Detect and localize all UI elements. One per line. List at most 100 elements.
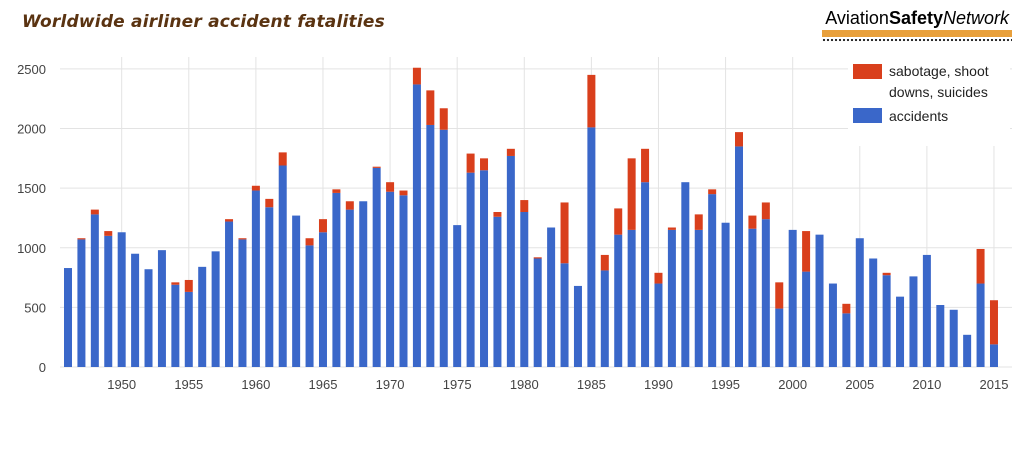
bar-accidents-1947[interactable]: [77, 239, 86, 367]
bar-accidents-2015[interactable]: [989, 344, 998, 367]
bar-accidents-1956[interactable]: [198, 266, 207, 367]
bar-accidents-2004[interactable]: [842, 313, 851, 367]
bar-accidents-1960[interactable]: [251, 190, 260, 367]
bar-sabotage-1980[interactable]: [520, 200, 529, 212]
bar-accidents-1948[interactable]: [90, 214, 99, 367]
bar-sabotage-1979[interactable]: [506, 148, 515, 156]
bar-accidents-1980[interactable]: [520, 212, 529, 367]
bar-sabotage-1976[interactable]: [466, 153, 475, 173]
bar-sabotage-1997[interactable]: [748, 215, 757, 229]
bar-accidents-1986[interactable]: [600, 270, 609, 367]
bar-accidents-1987[interactable]: [614, 234, 623, 367]
bar-accidents-1990[interactable]: [654, 283, 663, 367]
bar-sabotage-1978[interactable]: [493, 212, 502, 217]
bar-sabotage-2014[interactable]: [976, 248, 985, 284]
bar-accidents-1962[interactable]: [278, 165, 287, 368]
bar-accidents-1954[interactable]: [171, 284, 180, 367]
bar-sabotage-1987[interactable]: [614, 208, 623, 235]
bar-accidents-1991[interactable]: [667, 229, 676, 367]
bar-accidents-2006[interactable]: [869, 258, 878, 368]
bar-accidents-1996[interactable]: [735, 146, 743, 367]
bar-sabotage-1969[interactable]: [372, 166, 381, 168]
bar-sabotage-1970[interactable]: [386, 182, 395, 192]
bar-sabotage-1972[interactable]: [412, 67, 421, 85]
bar-sabotage-1985[interactable]: [587, 74, 596, 128]
bar-accidents-2007[interactable]: [882, 275, 891, 367]
bar-sabotage-1954[interactable]: [171, 282, 180, 285]
bar-sabotage-1964[interactable]: [305, 238, 314, 246]
bar-sabotage-1965[interactable]: [318, 219, 327, 233]
bar-accidents-2002[interactable]: [815, 234, 824, 367]
bar-accidents-1985[interactable]: [587, 127, 596, 367]
bar-accidents-1978[interactable]: [493, 216, 502, 367]
bar-accidents-1965[interactable]: [318, 232, 327, 367]
bar-sabotage-1973[interactable]: [426, 90, 435, 125]
bar-accidents-1981[interactable]: [533, 258, 542, 368]
bar-accidents-1976[interactable]: [466, 172, 475, 367]
bar-sabotage-1958[interactable]: [225, 219, 234, 222]
bar-accidents-1951[interactable]: [131, 253, 140, 367]
bar-accidents-1958[interactable]: [225, 221, 234, 367]
bar-accidents-1979[interactable]: [506, 155, 515, 367]
bar-sabotage-1967[interactable]: [345, 201, 354, 210]
bar-accidents-1959[interactable]: [238, 239, 247, 367]
bar-sabotage-1966[interactable]: [332, 189, 341, 193]
bar-accidents-2010[interactable]: [922, 254, 931, 367]
bar-sabotage-1971[interactable]: [399, 190, 408, 196]
bar-accidents-2009[interactable]: [909, 276, 918, 367]
bar-sabotage-1999[interactable]: [775, 282, 784, 309]
bar-accidents-1967[interactable]: [345, 209, 354, 367]
bar-sabotage-1960[interactable]: [251, 185, 260, 191]
bar-accidents-1992[interactable]: [681, 182, 690, 367]
bar-accidents-1946[interactable]: [64, 268, 72, 367]
bar-accidents-1955[interactable]: [184, 291, 193, 367]
bar-sabotage-1998[interactable]: [761, 202, 770, 220]
bar-accidents-1998[interactable]: [761, 219, 770, 367]
bar-accidents-1989[interactable]: [641, 182, 650, 367]
bar-sabotage-2004[interactable]: [842, 303, 851, 314]
bar-accidents-2003[interactable]: [828, 283, 837, 367]
bar-accidents-1974[interactable]: [439, 129, 448, 367]
bar-sabotage-1962[interactable]: [278, 152, 287, 166]
bar-sabotage-1961[interactable]: [265, 198, 274, 208]
bar-sabotage-1955[interactable]: [184, 279, 193, 292]
bar-sabotage-1993[interactable]: [694, 214, 703, 230]
bar-accidents-1953[interactable]: [157, 250, 166, 367]
bar-sabotage-1981[interactable]: [533, 257, 542, 259]
bar-accidents-2005[interactable]: [855, 238, 864, 367]
bar-sabotage-1977[interactable]: [480, 158, 489, 171]
bar-accidents-1982[interactable]: [547, 227, 556, 368]
bar-accidents-1957[interactable]: [211, 251, 220, 367]
bar-accidents-1950[interactable]: [117, 232, 126, 367]
bar-sabotage-1994[interactable]: [708, 189, 717, 195]
bar-accidents-2014[interactable]: [976, 283, 985, 367]
bar-accidents-1952[interactable]: [144, 269, 153, 367]
bar-sabotage-1983[interactable]: [560, 202, 569, 264]
bar-accidents-1997[interactable]: [748, 228, 757, 367]
bar-sabotage-2001[interactable]: [802, 231, 811, 272]
bar-accidents-1999[interactable]: [775, 308, 784, 367]
bar-accidents-1973[interactable]: [426, 124, 435, 367]
bar-sabotage-1996[interactable]: [735, 132, 743, 147]
bar-accidents-2011[interactable]: [936, 305, 945, 367]
bar-accidents-1964[interactable]: [305, 245, 314, 367]
bar-accidents-1984[interactable]: [573, 285, 582, 367]
bar-sabotage-1989[interactable]: [641, 148, 650, 183]
bar-sabotage-2007[interactable]: [882, 272, 891, 276]
bar-accidents-1975[interactable]: [453, 225, 462, 367]
bar-accidents-1970[interactable]: [386, 191, 395, 367]
bar-sabotage-1991[interactable]: [667, 227, 676, 230]
bar-sabotage-2015[interactable]: [989, 300, 998, 345]
bar-accidents-2001[interactable]: [802, 271, 811, 367]
bar-accidents-1969[interactable]: [372, 167, 381, 367]
bar-accidents-1971[interactable]: [399, 195, 408, 367]
bar-sabotage-1948[interactable]: [90, 209, 99, 215]
bar-accidents-1977[interactable]: [480, 170, 489, 367]
bar-accidents-1966[interactable]: [332, 192, 341, 367]
bar-sabotage-1959[interactable]: [238, 238, 247, 240]
bar-accidents-1961[interactable]: [265, 207, 274, 367]
bar-accidents-2000[interactable]: [788, 229, 797, 367]
bar-accidents-1988[interactable]: [627, 229, 636, 367]
bar-sabotage-1988[interactable]: [627, 158, 636, 230]
bar-sabotage-1947[interactable]: [77, 238, 86, 240]
